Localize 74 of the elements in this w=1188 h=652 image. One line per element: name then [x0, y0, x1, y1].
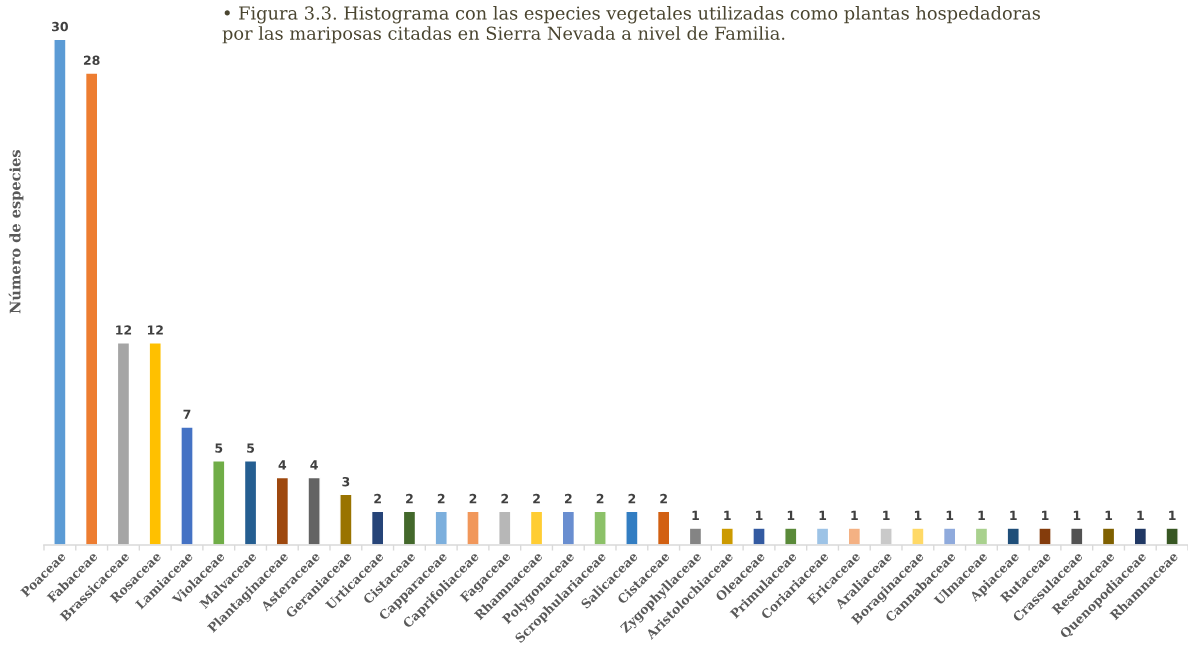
data-label: 1 — [978, 510, 985, 520]
bar — [53, 38, 67, 545]
data-label: 1 — [787, 510, 795, 520]
bar — [625, 510, 639, 545]
data-label: 1 — [692, 510, 699, 520]
data-label: 1 — [946, 510, 954, 520]
data-label: 2 — [374, 493, 381, 504]
data-label: 2 — [564, 493, 572, 504]
data-label: 12 — [116, 325, 132, 335]
data-label: 7 — [183, 409, 191, 419]
data-label: 4 — [278, 460, 287, 470]
bar — [847, 527, 862, 545]
bar — [180, 426, 194, 545]
chart-title: • Figura 3.3. Histograma con las especies vegetales utilizadas como plantas hospedadoras por las mariposas citadas en Sierra Nevada a nivel de Familia. — [222, 6, 1040, 44]
bar — [116, 342, 131, 545]
bar — [275, 476, 290, 545]
bar — [879, 527, 893, 545]
bar — [243, 460, 258, 545]
data-label: 1 — [1042, 510, 1049, 520]
data-label: 1 — [1105, 510, 1113, 520]
data-label: 1 — [851, 510, 858, 520]
data-label: 2 — [596, 493, 604, 504]
bar — [656, 510, 671, 545]
data-label: 2 — [406, 493, 413, 504]
data-label: 1 — [1169, 510, 1176, 520]
bar — [434, 510, 448, 545]
bar — [688, 527, 703, 545]
bar — [339, 493, 353, 545]
bar — [911, 527, 925, 545]
bar — [529, 510, 544, 545]
bar — [307, 476, 321, 545]
data-label: 1 — [756, 510, 763, 520]
data-label: 1 — [883, 510, 890, 520]
data-label: 2 — [628, 493, 636, 504]
data-label: 2 — [533, 493, 540, 504]
bar — [1070, 527, 1084, 545]
data-label: 4 — [310, 460, 318, 470]
bar — [942, 527, 957, 545]
bar — [1006, 527, 1020, 545]
bar — [1101, 527, 1116, 545]
data-label: 1 — [914, 510, 922, 520]
y-axis-title: Número de especies — [8, 150, 24, 314]
data-label: 5 — [215, 443, 223, 453]
bar — [1038, 527, 1052, 545]
bar — [370, 510, 385, 545]
bar — [498, 510, 512, 545]
data-label: 12 — [147, 325, 163, 335]
bar — [84, 72, 99, 545]
bar — [561, 510, 576, 545]
bar — [784, 527, 798, 545]
data-label: 2 — [501, 493, 509, 504]
data-label: 1 — [724, 510, 731, 520]
bar — [1133, 527, 1148, 545]
bar — [466, 510, 480, 545]
data-label: 1 — [1010, 510, 1017, 520]
data-label: 5 — [247, 443, 255, 453]
data-label: 2 — [660, 493, 667, 504]
data-label: 3 — [342, 477, 350, 487]
data-label: 1 — [819, 510, 827, 520]
data-label: 2 — [437, 493, 445, 504]
data-label: 28 — [83, 55, 100, 66]
bar — [815, 527, 830, 545]
bar — [1165, 527, 1179, 545]
bar — [593, 510, 607, 545]
bar — [974, 527, 989, 545]
data-label: 30 — [52, 21, 68, 32]
data-label: 1 — [1073, 510, 1081, 520]
data-label: 1 — [1137, 510, 1144, 520]
bar — [148, 342, 162, 545]
bar — [212, 460, 226, 545]
data-label: 2 — [469, 493, 477, 504]
bar — [720, 527, 734, 545]
bar — [402, 510, 417, 545]
bar — [752, 527, 766, 545]
